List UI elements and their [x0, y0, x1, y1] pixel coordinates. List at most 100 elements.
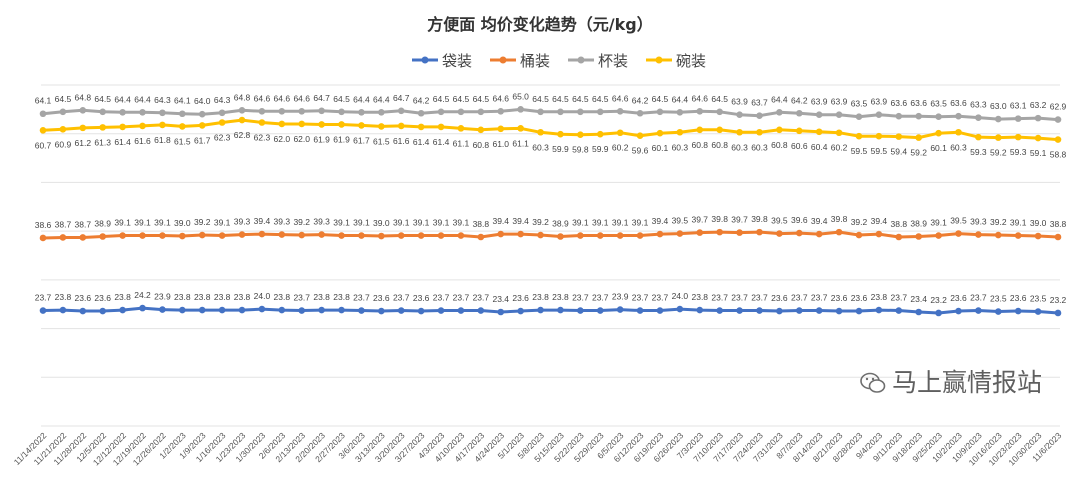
data-point: [537, 108, 544, 116]
data-point: [696, 306, 704, 314]
data-label: 39.4: [871, 216, 888, 226]
data-point: [756, 307, 763, 314]
data-label: 64.0: [194, 96, 211, 106]
data-label: 39.1: [114, 218, 131, 228]
watermark-text: 马上赢情报站: [892, 368, 1043, 397]
data-point: [696, 229, 704, 236]
data-label: 23.8: [194, 292, 211, 302]
data-label: 39.1: [134, 218, 151, 228]
data-label: 63.9: [831, 97, 848, 107]
wechat-icon: [860, 372, 886, 393]
legend-label: 桶装: [520, 52, 550, 70]
data-point: [457, 307, 465, 314]
data-label: 38.8: [1050, 219, 1067, 229]
data-point: [716, 108, 723, 116]
data-point: [159, 121, 166, 129]
data-label: 23.8: [174, 292, 191, 302]
data-label: 61.2: [75, 138, 92, 148]
data-label: 23.8: [114, 292, 131, 302]
data-label: 23.6: [771, 293, 788, 303]
data-point: [955, 307, 962, 315]
data-label: 23.8: [214, 292, 231, 302]
data-label: 64.1: [35, 96, 52, 106]
data-point: [179, 123, 186, 130]
data-label: 23.8: [55, 292, 72, 302]
data-label: 63.5: [930, 99, 947, 109]
data-point: [955, 128, 962, 136]
data-point: [656, 230, 664, 238]
data-point: [577, 232, 584, 239]
data-label: 64.2: [413, 95, 430, 105]
data-label: 39.8: [751, 214, 768, 224]
data-label: 23.9: [154, 292, 171, 302]
data-point: [417, 232, 425, 239]
data-point: [517, 106, 524, 113]
data-label: 38.9: [910, 219, 927, 229]
data-label: 39.1: [453, 218, 470, 228]
data-point: [776, 307, 783, 315]
data-point: [975, 114, 982, 121]
data-point: [875, 132, 883, 140]
data-label: 61.1: [512, 138, 529, 148]
data-point: [1034, 308, 1042, 315]
data-label: 64.4: [353, 94, 370, 104]
data-label: 39.8: [711, 214, 728, 224]
data-point: [616, 108, 624, 115]
data-point: [298, 231, 306, 239]
data-point: [39, 307, 47, 314]
data-point: [756, 128, 763, 136]
data-label: 39.1: [333, 218, 350, 228]
data-label: 23.9: [612, 292, 629, 302]
data-point: [477, 108, 485, 116]
data-point: [318, 231, 325, 238]
data-label: 39.4: [254, 216, 271, 226]
data-label: 64.5: [592, 94, 609, 104]
data-point: [676, 230, 684, 237]
data-point: [756, 112, 763, 119]
data-label: 39.2: [990, 217, 1007, 227]
data-point: [417, 109, 425, 117]
data-point: [835, 307, 843, 315]
data-point: [457, 125, 465, 132]
data-point: [935, 129, 942, 137]
data-point: [716, 126, 723, 134]
data-point: [696, 108, 704, 115]
data-label: 23.7: [891, 293, 908, 303]
data-label: 63.6: [891, 98, 908, 108]
data-point: [557, 306, 564, 314]
data-label: 64.5: [552, 94, 569, 104]
data-point: [815, 230, 823, 238]
data-point: [238, 107, 246, 114]
data-label: 64.3: [214, 95, 231, 105]
data-point: [139, 304, 146, 312]
data-point: [1054, 116, 1062, 123]
data-label: 39.1: [572, 218, 589, 228]
data-point: [119, 306, 126, 314]
data-point: [358, 108, 365, 116]
data-point: [397, 307, 405, 314]
data-point: [198, 231, 206, 239]
data-point: [1034, 134, 1042, 142]
data-label: 64.3: [154, 95, 171, 105]
data-label: 59.3: [1010, 147, 1027, 157]
data-point: [99, 108, 107, 116]
data-point: [457, 108, 465, 116]
data-point: [378, 307, 385, 315]
data-point: [616, 306, 624, 313]
data-label: 58.8: [1050, 150, 1067, 160]
data-label: 60.8: [711, 140, 728, 150]
data-label: 63.9: [871, 97, 888, 107]
data-point: [537, 231, 544, 239]
series-line-袋装: [42, 306, 1059, 315]
data-label: 39.2: [532, 217, 549, 227]
data-label: 64.6: [274, 93, 291, 103]
data-point: [358, 232, 365, 239]
data-point: [537, 128, 544, 136]
data-point: [975, 307, 982, 314]
data-point: [278, 108, 286, 115]
data-point: [59, 108, 67, 116]
data-label: 64.5: [94, 94, 111, 104]
data-label: 39.0: [373, 218, 390, 228]
data-label: 23.8: [552, 292, 569, 302]
data-point: [975, 231, 982, 238]
